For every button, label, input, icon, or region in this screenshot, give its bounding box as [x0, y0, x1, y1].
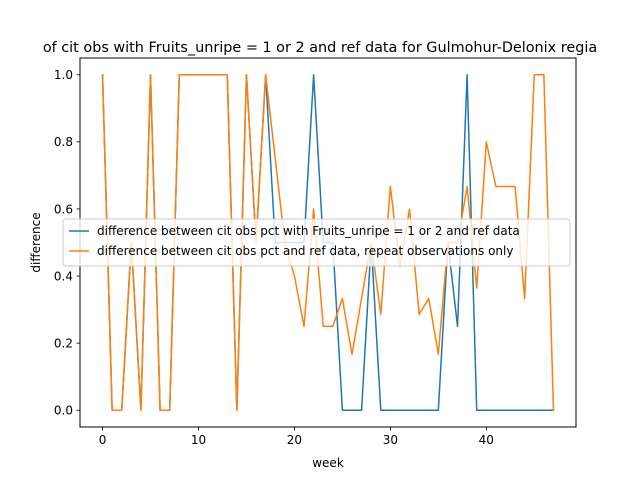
x-tick-label: 40 — [479, 433, 494, 447]
x-tick-label: 0 — [99, 433, 107, 447]
y-axis-label: difference — [29, 212, 43, 272]
x-axis-label: week — [312, 456, 344, 470]
x-tick-label: 30 — [383, 433, 398, 447]
y-tick-label: 0.8 — [54, 135, 73, 149]
y-tick-label: 0.6 — [54, 202, 73, 216]
legend-label-1: difference between cit obs pct with Frui… — [97, 224, 520, 238]
legend-box — [62, 218, 571, 267]
legend-label-2: difference between cit obs pct and ref d… — [97, 244, 513, 258]
legend: difference between cit obs pct with Frui… — [62, 218, 571, 267]
y-tick-label: 1.0 — [54, 68, 73, 82]
x-tick-label: 20 — [287, 433, 302, 447]
chart-title: of cit obs with Fruits_unripe = 1 or 2 a… — [43, 40, 597, 56]
y-tick-label: 0.2 — [54, 336, 73, 350]
y-tick-label: 0.4 — [54, 269, 73, 283]
y-tick-label: 0.0 — [54, 404, 73, 418]
x-tick-label: 10 — [191, 433, 206, 447]
